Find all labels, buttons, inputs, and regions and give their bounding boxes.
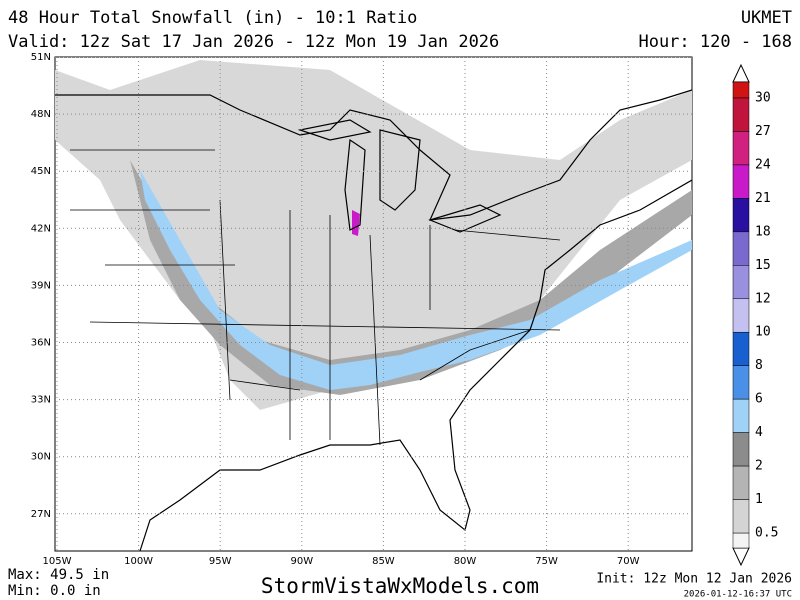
lat-label: 33N	[31, 395, 51, 406]
lat-label: 39N	[31, 280, 51, 291]
legend-label: 8	[755, 358, 763, 373]
legend-label: 4	[755, 425, 763, 440]
model: UKMET	[741, 8, 792, 28]
legend-label: 18	[755, 224, 771, 239]
legend-label: 6	[755, 392, 763, 407]
legend-label: 21	[755, 191, 771, 206]
legend-label: 10	[755, 325, 771, 340]
lon-label: 70W	[617, 556, 640, 567]
lat-label: 30N	[31, 452, 51, 463]
timestamp: 2026-01-12-16:37 UTC	[684, 590, 792, 600]
legend-swatch	[732, 231, 750, 266]
legend-swatch	[732, 398, 750, 433]
legend-swatch	[732, 131, 750, 166]
legend-label: 2	[755, 459, 763, 474]
legend-swatch	[732, 265, 750, 300]
legend-swatch	[732, 365, 750, 400]
legend-swatch	[732, 198, 750, 233]
map	[54, 56, 693, 552]
forecast-hour: Hour: 120 - 168	[638, 32, 792, 52]
legend-label: 15	[755, 258, 771, 273]
lon-label: 95W	[209, 556, 232, 567]
snow-mid	[130, 160, 692, 395]
init-time: Init: 12z Mon 12 Jan 2026	[596, 572, 792, 587]
lat-label: 48N	[31, 109, 51, 120]
title: 48 Hour Total Snowfall (in) - 10:1 Ratio	[8, 8, 417, 28]
lon-label: 85W	[372, 556, 395, 567]
valid-time: Valid: 12z Sat 17 Jan 2026 - 12z Mon 19 …	[8, 32, 499, 52]
legend-swatch	[732, 298, 750, 333]
legend-label: 24	[755, 157, 771, 172]
legend-label: 0.5	[755, 526, 778, 541]
lat-label: 27N	[31, 509, 51, 520]
lon-label: 105W	[43, 556, 72, 567]
lon-label: 75W	[535, 556, 558, 567]
legend-label: 27	[755, 124, 771, 139]
legend-arrow-top	[732, 63, 750, 83]
lon-label: 90W	[290, 556, 313, 567]
max-value: Max: 49.5 in	[8, 567, 109, 583]
legend-label: 30	[755, 91, 771, 106]
legend-label: 1	[755, 492, 763, 507]
legend-label: 12	[755, 291, 771, 306]
legend-swatch	[732, 81, 750, 99]
lat-label: 51N	[31, 52, 51, 63]
legend-below	[732, 532, 750, 549]
lat-label: 42N	[31, 223, 51, 234]
lon-label: 80W	[454, 556, 477, 567]
snow-peak	[352, 210, 360, 236]
legend-swatch	[732, 164, 750, 199]
lat-label: 36N	[31, 338, 51, 349]
legend-swatch	[732, 432, 750, 467]
min-value: Min: 0.0 in	[8, 583, 101, 599]
lat-label: 45N	[31, 166, 51, 177]
legend-swatch	[732, 465, 750, 500]
legend-swatch	[732, 97, 750, 132]
legend-arrow-bottom	[732, 547, 750, 567]
lon-label: 100W	[124, 556, 153, 567]
legend-swatch	[732, 331, 750, 366]
site: StormVistaWxModels.com	[261, 574, 539, 598]
legend-swatch	[732, 499, 750, 534]
